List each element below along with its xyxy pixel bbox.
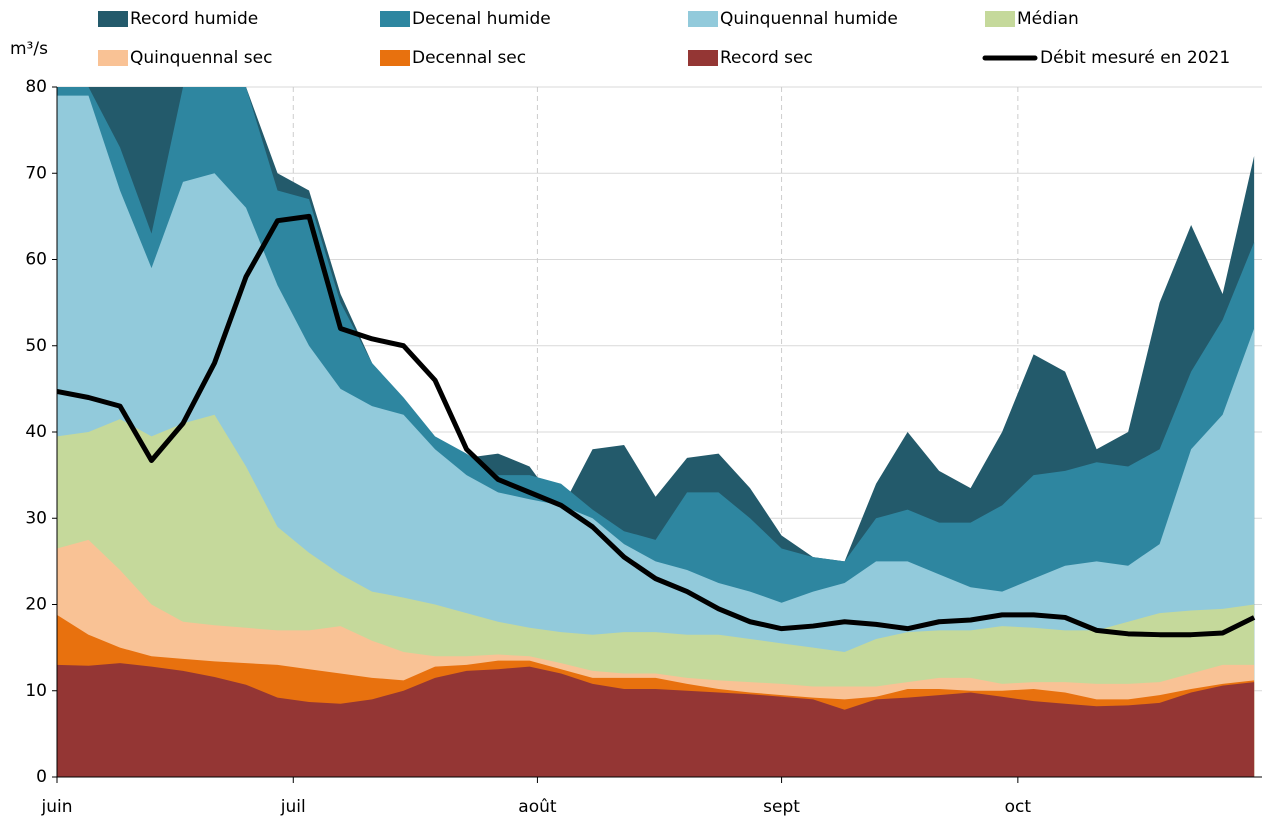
legend-label: Médian: [1017, 9, 1079, 29]
y-axis-label: m³/s: [10, 39, 48, 59]
x-tick-label: juil: [280, 797, 306, 817]
legend-label: Quinquennal humide: [720, 9, 898, 29]
y-tick-label: 0: [36, 767, 47, 787]
y-tick-label: 30: [25, 508, 47, 528]
legend-label: Record humide: [130, 9, 258, 29]
legend-label: Record sec: [720, 48, 813, 68]
legend-swatch: [380, 50, 410, 66]
y-tick-label: 20: [25, 595, 47, 615]
x-tick-label: sept: [763, 797, 800, 817]
legend-swatch: [688, 50, 718, 66]
legend-swatch: [380, 11, 410, 27]
legend-label: Quinquennal sec: [130, 48, 272, 68]
axes: 0 10 20 30 40 50 60 70 80 juin juil août sept oct: [25, 77, 1262, 817]
legend-swatch: [98, 11, 128, 27]
y-tick-label: 80: [25, 77, 47, 97]
legend: Record humide Decenal humide Quinquennal h…: [98, 9, 1230, 68]
legend-label: Débit mesuré en 2021: [1040, 48, 1230, 68]
y-tick-label: 70: [25, 163, 47, 183]
legend-swatch: [688, 11, 718, 27]
y-tick-label: 10: [25, 681, 47, 701]
y-tick-label: 60: [25, 250, 47, 270]
x-tick-label: juin: [41, 797, 73, 817]
legend-label: Decenal humide: [412, 9, 551, 29]
y-tick-label: 50: [25, 336, 47, 356]
legend-swatch: [98, 50, 128, 66]
legend-swatch: [985, 11, 1015, 27]
x-tick-label: oct: [1005, 797, 1032, 817]
area: [57, 663, 1255, 777]
legend-label: Decennal sec: [412, 48, 526, 68]
plot-area: [57, 87, 1256, 777]
x-tick-label: août: [518, 797, 557, 817]
line: [57, 213, 1256, 638]
y-tick-label: 40: [25, 422, 47, 442]
